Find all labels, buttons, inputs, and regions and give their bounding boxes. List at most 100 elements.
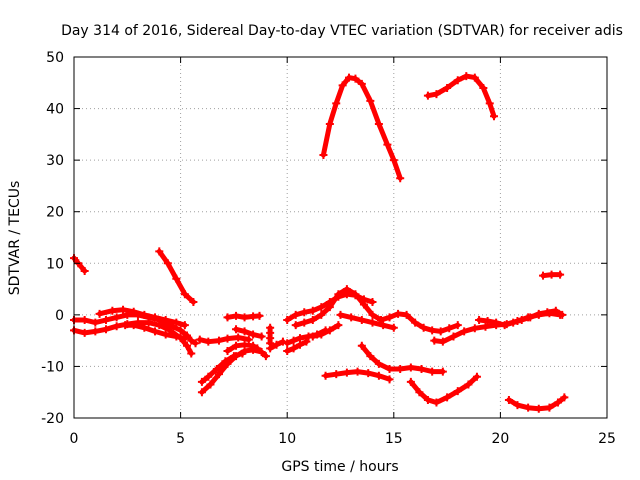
series-arc-29 bbox=[504, 393, 569, 413]
series-line bbox=[233, 326, 265, 339]
data-point bbox=[291, 321, 300, 330]
data-point bbox=[308, 332, 317, 341]
data-point bbox=[223, 346, 232, 355]
data-point bbox=[553, 398, 562, 407]
data-point bbox=[345, 73, 354, 82]
data-point bbox=[492, 318, 501, 327]
series-arc-16 bbox=[266, 323, 275, 348]
series-arc-5 bbox=[539, 270, 565, 280]
data-point bbox=[302, 337, 311, 346]
data-point bbox=[197, 377, 206, 386]
data-point bbox=[389, 156, 398, 165]
data-point bbox=[342, 368, 351, 377]
data-point bbox=[374, 120, 383, 129]
data-point bbox=[80, 316, 89, 325]
data-point bbox=[385, 313, 394, 322]
data-point bbox=[240, 327, 249, 336]
data-point bbox=[334, 321, 343, 330]
data-point bbox=[91, 318, 100, 327]
series-arc-2 bbox=[423, 72, 499, 121]
data-point bbox=[119, 305, 128, 314]
series-arc-12 bbox=[197, 345, 270, 397]
data-point bbox=[140, 323, 149, 332]
series-arc-28 bbox=[475, 306, 567, 330]
data-point bbox=[445, 324, 454, 333]
data-point bbox=[509, 318, 518, 327]
data-point bbox=[534, 404, 543, 413]
series-line bbox=[320, 75, 403, 181]
series-arc-8 bbox=[95, 305, 189, 330]
data-point bbox=[539, 271, 548, 280]
data-point bbox=[249, 330, 258, 339]
data-point bbox=[151, 327, 160, 336]
chart-title: Day 314 of 2016, Sidereal Day-to-day VTE… bbox=[61, 23, 623, 39]
data-point bbox=[385, 365, 394, 374]
data-point bbox=[334, 290, 343, 299]
data-point bbox=[151, 313, 160, 322]
data-point bbox=[101, 316, 110, 325]
data-point bbox=[308, 306, 317, 315]
x-tick-label: 0 bbox=[70, 431, 79, 447]
data-point bbox=[112, 313, 121, 322]
y-tick-label: 10 bbox=[46, 256, 64, 272]
data-point bbox=[91, 327, 100, 336]
x-tick-label: 15 bbox=[385, 431, 403, 447]
data-point bbox=[144, 318, 153, 327]
data-point bbox=[101, 325, 110, 334]
data-point bbox=[206, 380, 215, 389]
data-point bbox=[470, 73, 479, 82]
data-point bbox=[379, 321, 388, 330]
data-point bbox=[289, 344, 298, 353]
data-point bbox=[443, 83, 452, 92]
data-point bbox=[428, 367, 437, 376]
series-arc-10 bbox=[195, 333, 253, 346]
data-point bbox=[415, 388, 424, 397]
data-point bbox=[432, 398, 441, 407]
data-point bbox=[325, 303, 334, 312]
data-point bbox=[266, 344, 275, 353]
data-point bbox=[551, 306, 560, 315]
data-point bbox=[347, 313, 356, 322]
data-point bbox=[545, 403, 554, 412]
data-point bbox=[180, 290, 189, 299]
data-point bbox=[232, 341, 241, 350]
data-point bbox=[453, 76, 462, 85]
data-point bbox=[332, 99, 341, 108]
data-point bbox=[182, 341, 191, 350]
data-point bbox=[453, 321, 462, 330]
x-tick-label: 20 bbox=[491, 431, 509, 447]
data-point bbox=[108, 306, 117, 315]
data-point bbox=[389, 323, 398, 332]
data-point bbox=[295, 334, 304, 343]
data-point bbox=[129, 307, 138, 316]
data-point bbox=[357, 316, 366, 325]
data-point bbox=[272, 340, 281, 349]
data-point bbox=[558, 310, 567, 319]
data-point bbox=[325, 326, 334, 335]
data-point bbox=[187, 336, 196, 345]
data-point bbox=[197, 388, 206, 397]
data-point bbox=[475, 316, 484, 325]
data-point bbox=[317, 330, 326, 339]
data-point bbox=[385, 375, 394, 384]
data-point bbox=[449, 332, 458, 341]
data-point bbox=[300, 318, 309, 327]
data-point bbox=[232, 325, 241, 334]
x-tick-label: 25 bbox=[598, 431, 616, 447]
y-tick-label: 20 bbox=[46, 205, 64, 221]
data-point bbox=[485, 99, 494, 108]
data-point bbox=[500, 321, 509, 330]
data-point bbox=[80, 267, 89, 276]
data-point bbox=[257, 332, 266, 341]
data-point bbox=[195, 335, 204, 344]
data-point bbox=[526, 313, 535, 322]
data-point bbox=[240, 313, 249, 322]
data-point bbox=[396, 365, 405, 374]
y-tick-label: 40 bbox=[46, 102, 64, 118]
data-point bbox=[479, 83, 488, 92]
data-point bbox=[291, 310, 300, 319]
data-point bbox=[283, 346, 292, 355]
data-point bbox=[317, 310, 326, 319]
data-point bbox=[336, 310, 345, 319]
data-point bbox=[214, 370, 223, 379]
